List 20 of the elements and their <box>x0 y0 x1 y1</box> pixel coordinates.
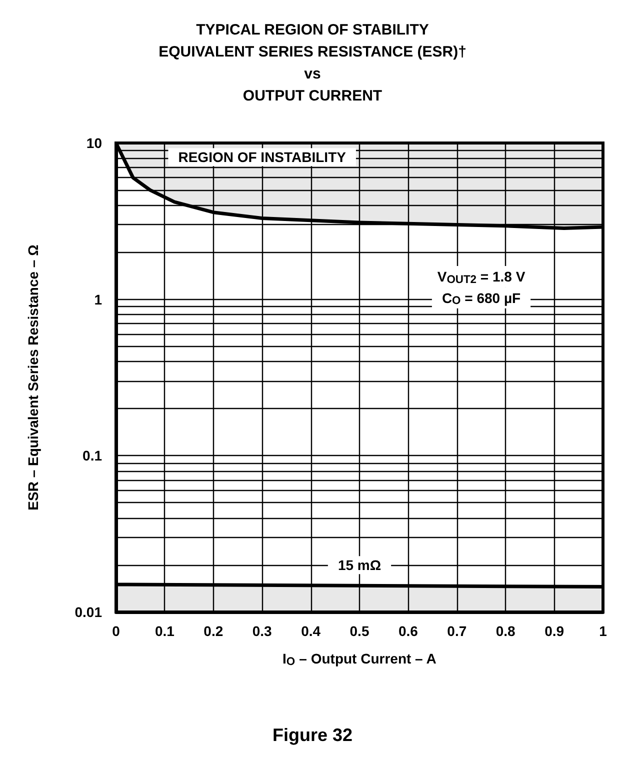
y-axis-title: ESR – Equivalent Series Resistance – Ω <box>25 244 41 510</box>
x-tick-label: 0.5 <box>350 623 370 639</box>
x-tick-label: 0.7 <box>447 623 467 639</box>
annotation: REGION OF INSTABILITY <box>178 149 347 166</box>
x-tick-label: 0.9 <box>544 623 564 639</box>
x-tick-label: 0.8 <box>496 623 516 639</box>
x-tick-label: 0.4 <box>301 623 321 639</box>
x-tick-label: 0.2 <box>204 623 224 639</box>
caption: Figure 32 <box>272 725 353 745</box>
x-tick-label: 0.1 <box>154 623 175 639</box>
x-tick-label: 0 <box>112 623 120 639</box>
x-tick-label: 0.3 <box>252 623 272 639</box>
y-tick-label: 0.1 <box>82 448 102 464</box>
y-tick-label: 10 <box>86 135 102 151</box>
x-tick-label: 1 <box>599 623 608 639</box>
annotation: 15 mΩ <box>338 557 382 574</box>
y-tick-label: 1 <box>94 291 102 308</box>
chart-title: TYPICAL REGION OF STABILITY EQUIVALENT SERIES RESISTANCE (ESR)† vs OUTPUT CURRENT <box>158 22 466 104</box>
x-tick-label: 0.6 <box>398 623 418 639</box>
y-tick-label: 0.01 <box>74 604 102 620</box>
